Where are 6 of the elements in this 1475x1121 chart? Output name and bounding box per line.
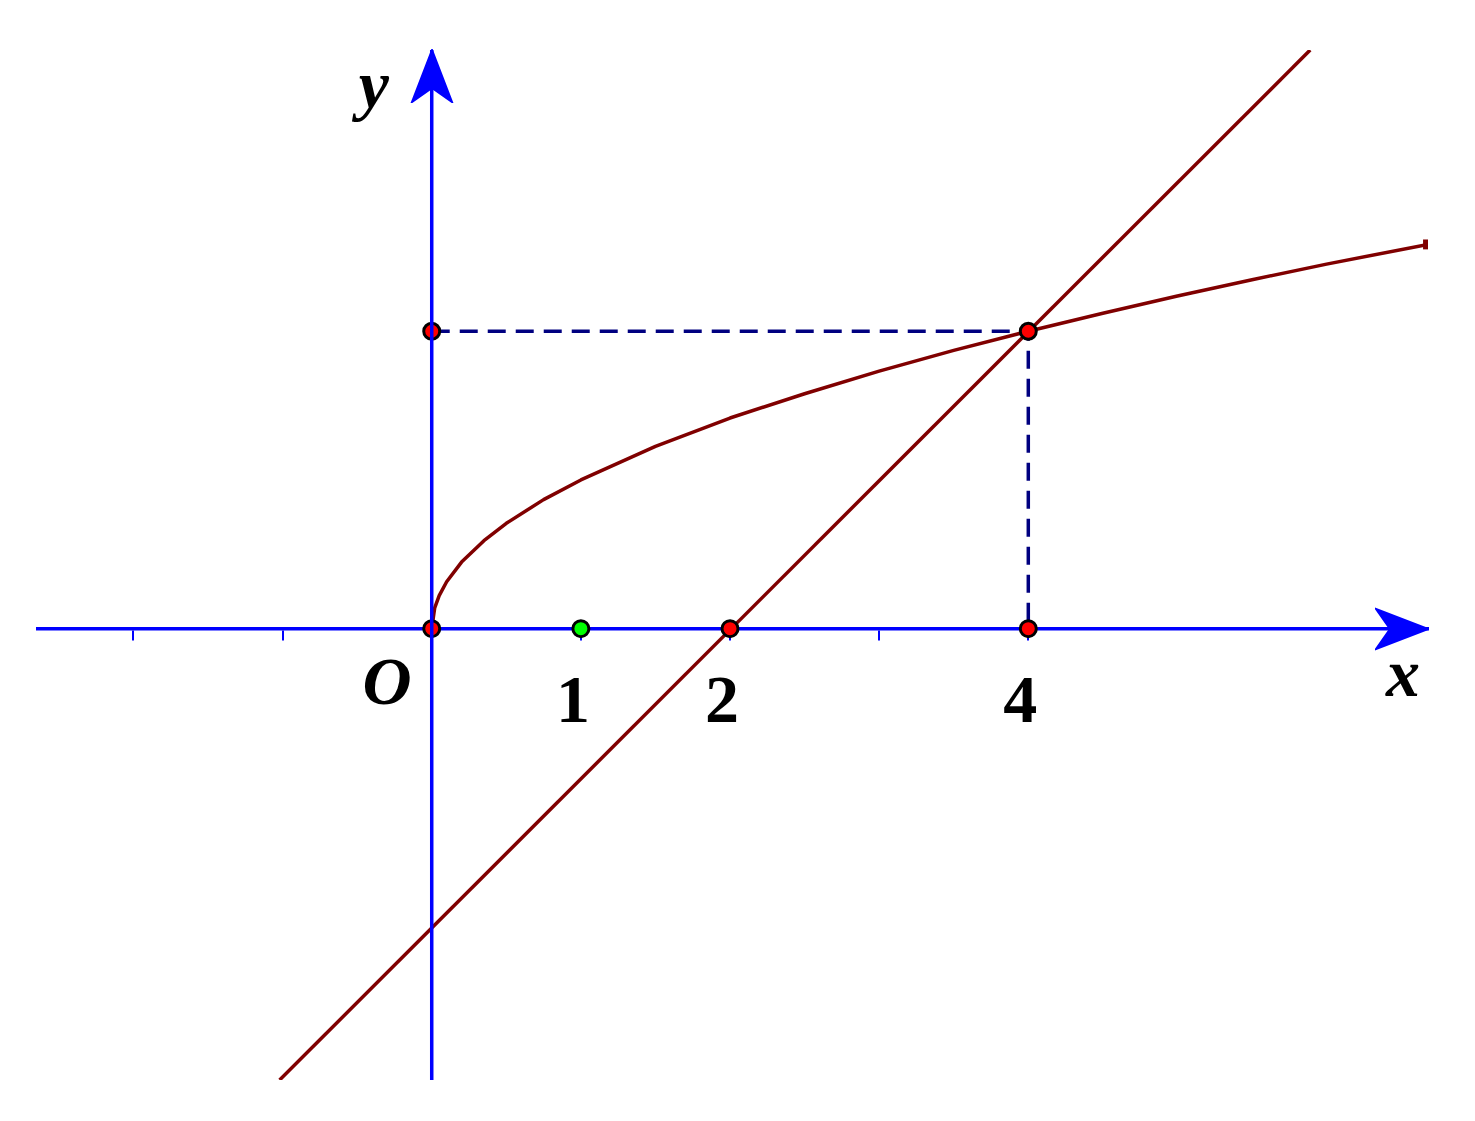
- x-axis-title: x: [1385, 635, 1420, 712]
- x-tick-label: 2: [705, 661, 740, 738]
- x-tick-label: 1: [555, 661, 590, 738]
- y-axis-title: y: [351, 46, 390, 123]
- x-tick-label: 4: [1003, 661, 1038, 738]
- x-tick-label: O: [362, 643, 412, 720]
